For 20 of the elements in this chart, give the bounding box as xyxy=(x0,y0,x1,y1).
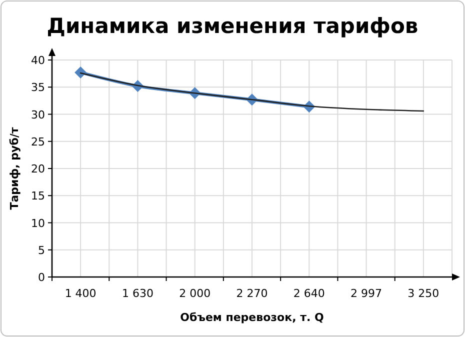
x-tick-label: 1 630 xyxy=(122,287,154,300)
x-axis-title: Объем перевозок, т. Q xyxy=(180,311,324,324)
x-tick-label: 2 640 xyxy=(293,287,325,300)
y-tick-label: 15 xyxy=(31,190,45,203)
y-tick-label: 5 xyxy=(38,244,45,257)
x-tick-label: 3 250 xyxy=(408,287,440,300)
x-tick-label: 2 270 xyxy=(236,287,268,300)
y-tick-label: 0 xyxy=(38,271,45,284)
y-axis-title: Тариф, руб/т xyxy=(8,126,21,210)
y-tick-label: 30 xyxy=(31,108,45,122)
y-tick-label: 20 xyxy=(31,162,45,176)
y-tick-label: 10 xyxy=(31,216,45,230)
chart-title: Динамика изменения тарифов xyxy=(46,14,418,38)
y-tick-label: 25 xyxy=(31,135,45,148)
point xyxy=(74,66,87,78)
x-tick-label: 2 000 xyxy=(179,287,211,300)
y-tick-label: 40 xyxy=(31,54,45,67)
x-tick-label: 1 400 xyxy=(64,287,96,300)
y-tick-label: 35 xyxy=(31,81,45,94)
x-tick-label: 2 997 xyxy=(350,287,382,300)
